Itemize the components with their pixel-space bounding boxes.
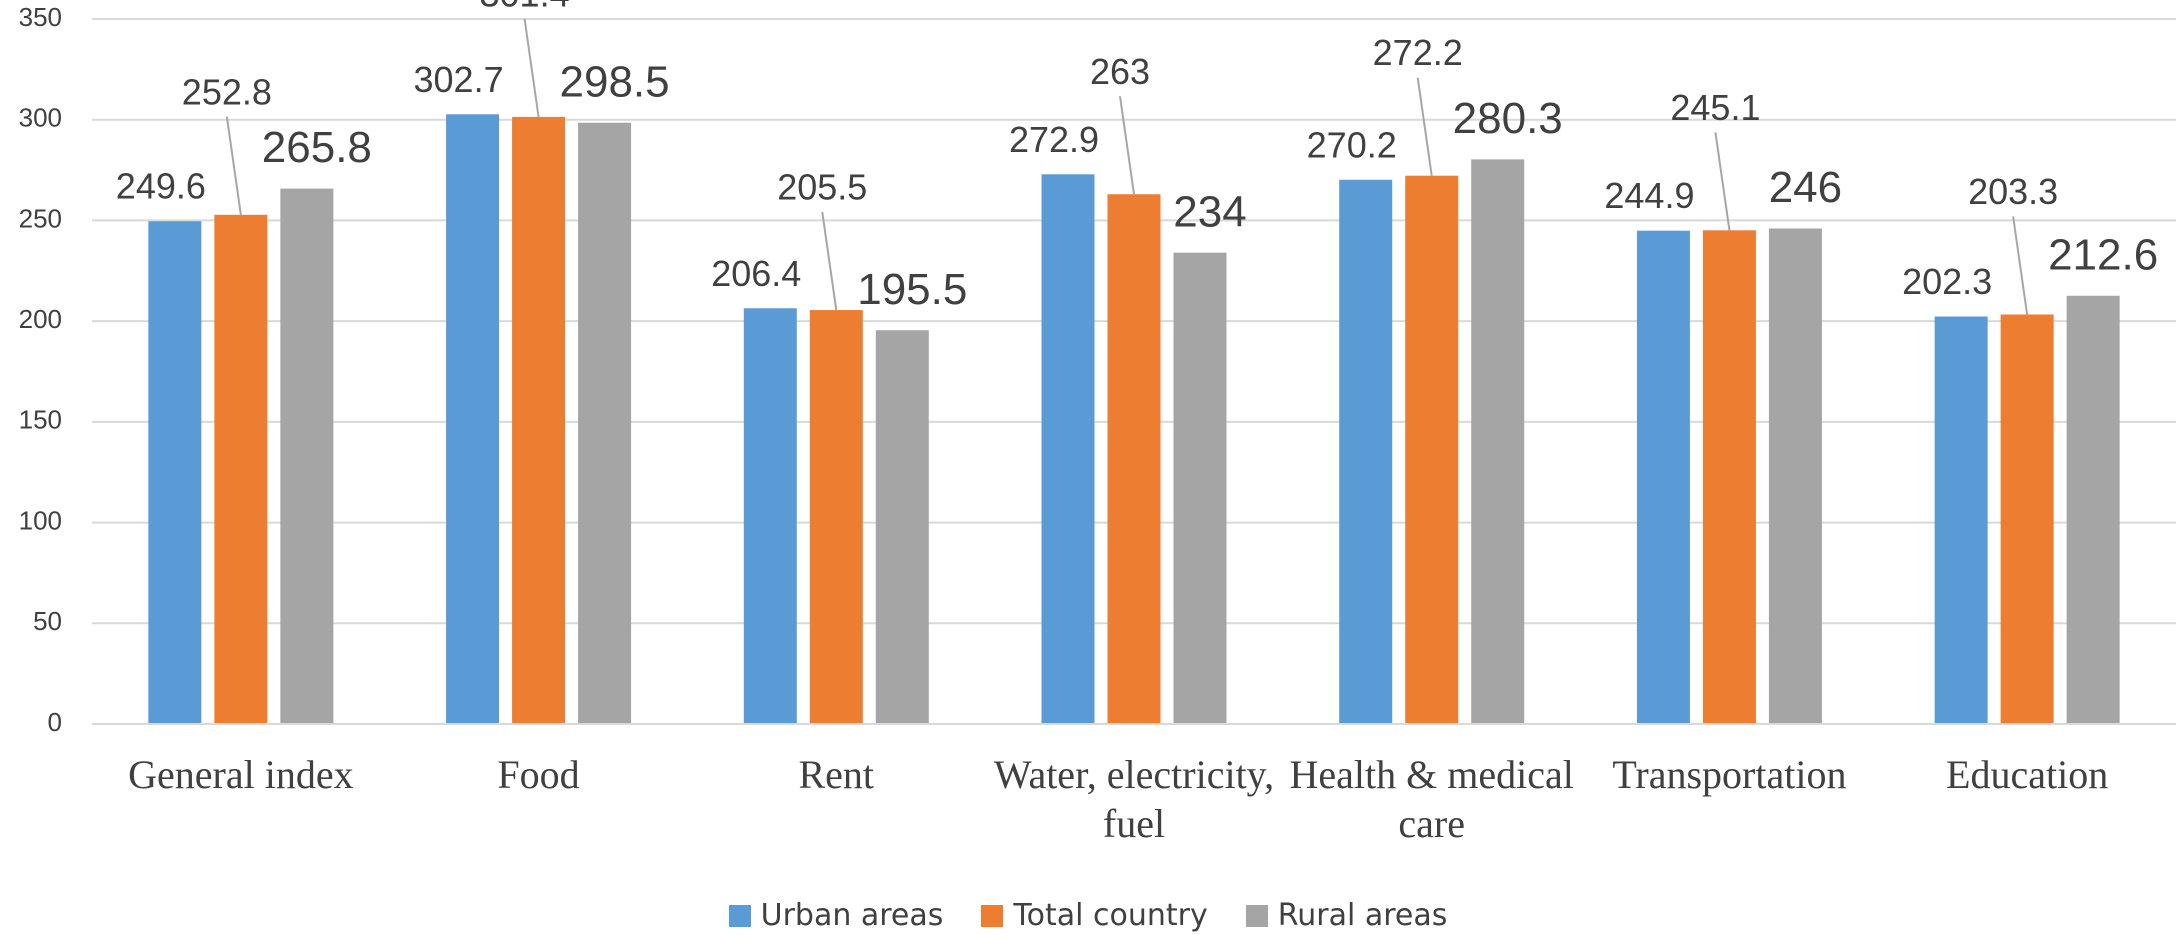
data-label: 301.4 — [480, 0, 570, 14]
leader-line — [821, 211, 838, 311]
bar — [2000, 314, 2054, 724]
data-label: 203.3 — [1968, 171, 2058, 212]
x-tick-label: General index — [128, 752, 354, 797]
data-label: 245.1 — [1670, 87, 1760, 128]
bar — [2066, 295, 2120, 724]
data-label: 205.5 — [777, 167, 867, 208]
data-label: 263 — [1090, 51, 1150, 92]
bar — [1107, 194, 1161, 724]
bar — [1768, 228, 1822, 724]
legend-item: Urban areas — [728, 898, 944, 933]
x-tick-label: Rent — [798, 752, 875, 797]
leader-line — [225, 116, 242, 215]
x-tick-label: Health & medical care — [1289, 752, 1574, 846]
x-tick-label: Water, electricity, fuel — [993, 752, 1275, 846]
data-label: 212.6 — [2048, 230, 2158, 279]
leader-line — [523, 18, 540, 118]
bar — [875, 330, 929, 724]
y-tick-label: 200 — [19, 304, 62, 334]
y-tick-label: 50 — [33, 606, 62, 636]
data-label: 265.8 — [262, 123, 372, 172]
bar — [809, 310, 863, 724]
data-label: 246 — [1769, 163, 1842, 212]
legend-item: Total country — [981, 898, 1208, 933]
bar — [280, 188, 334, 725]
x-tick-label: Transportation — [1612, 752, 1847, 797]
y-tick-label: 250 — [19, 203, 62, 233]
y-tick-label: 350 — [19, 2, 62, 32]
legend-label: Urban areas — [760, 898, 944, 933]
data-label: 206.4 — [711, 253, 801, 294]
bar — [1636, 230, 1690, 725]
bar — [1702, 230, 1756, 724]
leader-line — [1714, 132, 1731, 231]
legend-swatch — [728, 904, 751, 927]
data-label: 298.5 — [560, 57, 670, 106]
y-tick-label: 100 — [19, 505, 62, 535]
legend: Urban areas Total country Rural areas — [0, 898, 2176, 933]
bar — [214, 214, 268, 724]
legend-swatch — [1245, 904, 1268, 927]
data-label: 249.6 — [116, 166, 206, 207]
legend-label: Total country — [1013, 898, 1208, 933]
data-label: 280.3 — [1453, 94, 1563, 143]
bar — [148, 221, 202, 724]
bar — [1173, 252, 1227, 724]
bar — [1041, 174, 1095, 725]
leader-line — [1416, 77, 1433, 176]
data-label: 202.3 — [1902, 261, 1992, 302]
bar — [1934, 316, 1988, 724]
leader-line — [2012, 216, 2029, 315]
legend-swatch — [981, 904, 1004, 927]
legend-label: Rural areas — [1277, 898, 1448, 933]
data-label: 252.8 — [182, 71, 272, 112]
bar — [446, 114, 500, 725]
data-label: 270.2 — [1307, 124, 1397, 165]
y-tick-label: 300 — [19, 103, 62, 133]
x-tick-label: Food — [497, 752, 580, 797]
bar — [1405, 175, 1459, 724]
bar — [512, 116, 566, 724]
data-label: 272.2 — [1373, 32, 1463, 73]
data-label: 272.9 — [1009, 119, 1099, 160]
y-tick-label: 150 — [19, 405, 62, 435]
bar — [578, 122, 632, 724]
data-label: 195.5 — [857, 265, 967, 314]
leader-line — [1119, 96, 1135, 195]
data-label: 244.9 — [1604, 175, 1694, 216]
legend-item: Rural areas — [1245, 898, 1448, 933]
bar — [743, 308, 797, 724]
y-tick-label: 0 — [48, 707, 62, 737]
x-tick-label: Education — [1946, 752, 2109, 797]
bar — [1339, 179, 1393, 725]
bar — [1471, 159, 1525, 724]
data-label: 302.7 — [414, 59, 504, 100]
data-label: 234 — [1173, 187, 1246, 236]
